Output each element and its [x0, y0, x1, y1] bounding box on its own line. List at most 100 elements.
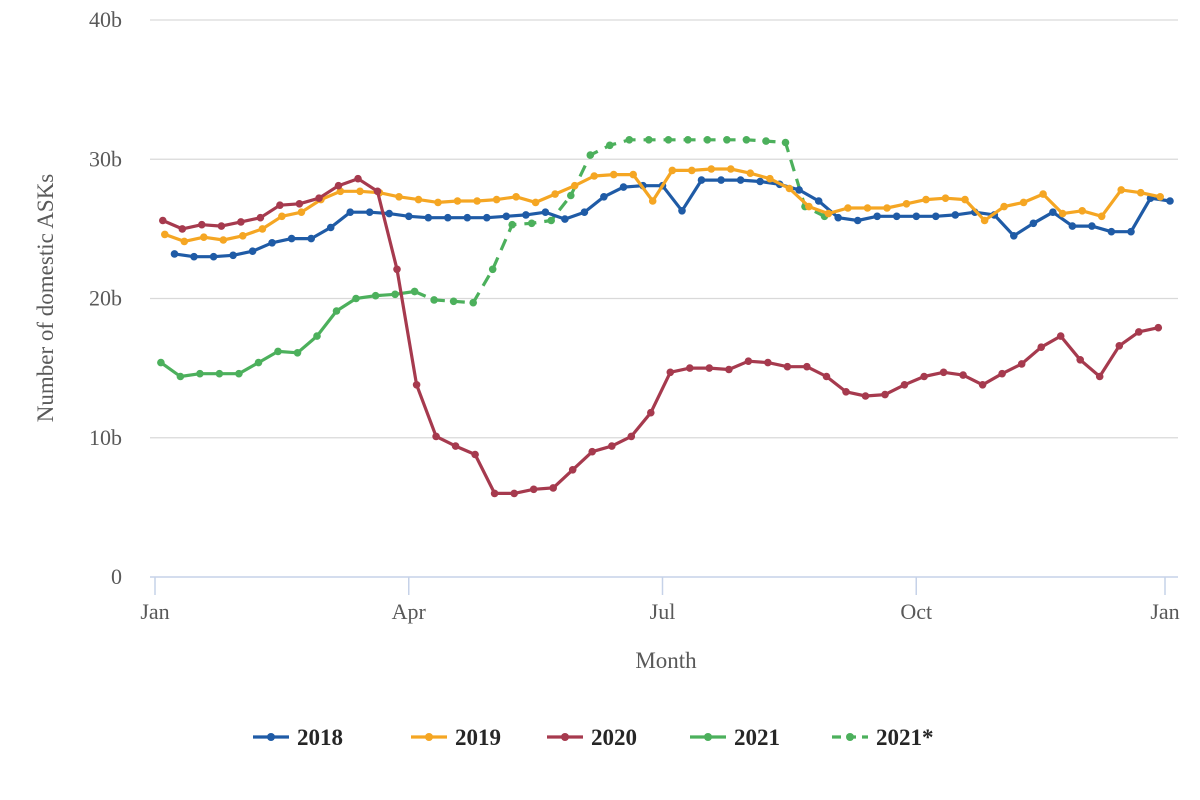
data-point	[932, 212, 940, 221]
series-line	[164, 167, 1161, 243]
series-line	[159, 289, 415, 379]
data-point	[395, 193, 403, 201]
data-point	[723, 136, 731, 144]
data-point	[892, 212, 901, 221]
data-point	[629, 170, 637, 179]
data-point	[567, 191, 575, 200]
data-point	[619, 183, 628, 191]
data-point	[742, 136, 751, 144]
grid-lines	[150, 19, 1178, 439]
legend-marker	[267, 733, 275, 741]
data-point	[861, 392, 870, 400]
x-axis-title: Month	[635, 648, 697, 673]
data-point	[531, 198, 540, 207]
legend-label: 2018	[297, 725, 343, 750]
legend-marker	[704, 733, 712, 741]
data-point	[508, 220, 516, 229]
data-point	[588, 447, 596, 456]
data-point	[686, 364, 694, 372]
data-point	[196, 369, 204, 378]
data-point	[703, 136, 712, 144]
data-point	[161, 230, 169, 239]
data-point	[844, 204, 852, 212]
data-point	[1029, 219, 1038, 228]
data-point	[178, 225, 187, 233]
data-point	[235, 369, 243, 378]
data-point	[586, 151, 595, 159]
data-point	[881, 390, 889, 399]
data-point	[1115, 342, 1124, 350]
data-point	[239, 232, 247, 240]
data-point	[1000, 202, 1008, 211]
data-point	[609, 170, 618, 179]
legend: 2018 2019 2020 2021 2021*	[253, 725, 934, 750]
data-point	[198, 220, 206, 229]
legend-label: 2020	[591, 725, 637, 750]
data-point	[1010, 232, 1018, 240]
data-point	[803, 362, 811, 371]
x-tick-label: Jan	[140, 599, 169, 624]
data-point	[1068, 222, 1077, 230]
data-point	[627, 432, 636, 441]
data-point	[600, 193, 608, 201]
data-point	[705, 364, 714, 372]
data-point	[217, 222, 226, 230]
data-point	[1117, 186, 1125, 194]
data-point	[707, 165, 716, 173]
data-point	[580, 208, 589, 216]
data-point	[1136, 188, 1145, 197]
data-point	[625, 136, 634, 144]
data-point	[549, 484, 557, 492]
data-point	[998, 369, 1006, 378]
data-point	[1017, 360, 1026, 368]
data-point	[648, 197, 657, 205]
data-point	[469, 298, 478, 307]
data-point	[297, 208, 306, 216]
series-2020	[159, 174, 1163, 498]
x-tick-label: Jan	[1150, 599, 1179, 624]
data-point	[432, 432, 440, 441]
x-tick-label: Jul	[650, 599, 676, 624]
data-point	[1095, 372, 1104, 381]
data-point	[1127, 227, 1135, 236]
legend-item-2021*: 2021*	[832, 725, 934, 750]
data-point	[873, 212, 881, 221]
data-point	[471, 450, 479, 459]
data-point	[391, 290, 399, 299]
data-point	[783, 362, 792, 371]
data-point	[219, 236, 228, 244]
data-point	[762, 137, 770, 145]
legend-item-2020: 2020	[547, 725, 637, 750]
data-point	[727, 165, 735, 173]
data-point	[961, 195, 969, 204]
data-point	[746, 169, 755, 177]
data-point	[541, 208, 550, 216]
data-point	[293, 349, 302, 357]
data-point	[180, 237, 189, 246]
data-point	[725, 365, 733, 374]
data-point	[315, 194, 323, 202]
data-point	[170, 250, 179, 258]
data-point	[393, 265, 401, 274]
data-point	[912, 212, 921, 221]
data-point	[313, 332, 321, 340]
data-point	[352, 294, 360, 303]
series-line	[413, 138, 826, 305]
data-point	[764, 358, 772, 367]
data-point	[451, 442, 460, 450]
data-point	[410, 287, 419, 296]
data-point	[688, 166, 696, 175]
data-point	[645, 136, 653, 144]
data-point	[824, 209, 833, 218]
data-point	[568, 466, 577, 474]
data-point	[1049, 208, 1057, 216]
data-point	[822, 372, 831, 381]
data-point	[668, 166, 677, 175]
data-point	[1154, 323, 1163, 332]
data-point	[412, 381, 421, 389]
data-point	[463, 213, 472, 222]
data-point	[229, 251, 237, 260]
data-point	[1078, 207, 1086, 215]
data-point	[920, 372, 928, 381]
x-tick-label: Oct	[900, 599, 932, 624]
